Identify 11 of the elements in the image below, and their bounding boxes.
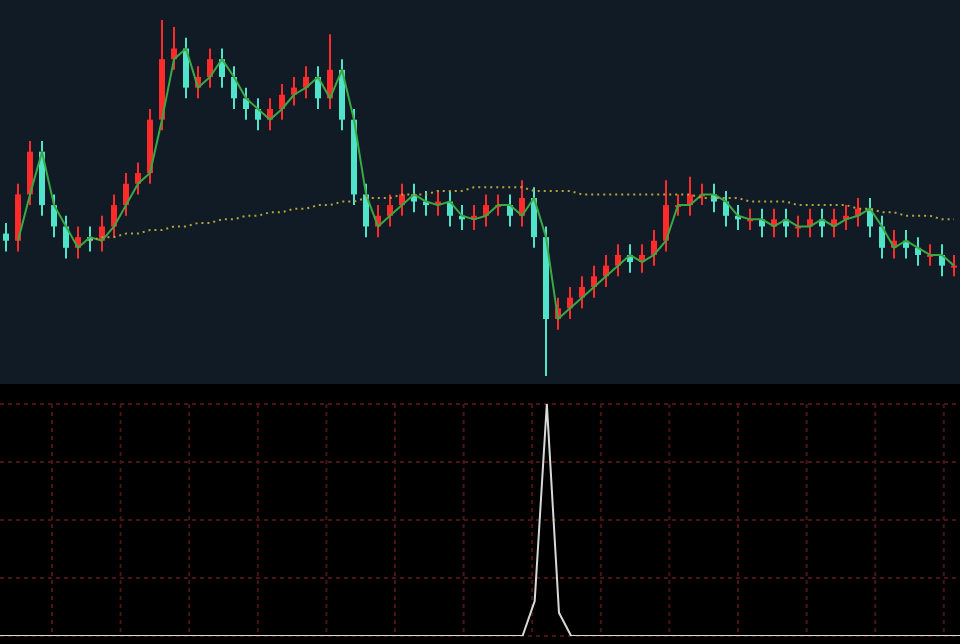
- candlestick: [879, 214, 885, 260]
- candlestick: [15, 182, 21, 253]
- candlestick: [3, 221, 9, 253]
- candlestick: [27, 140, 33, 207]
- candlestick: [183, 36, 189, 100]
- candlestick: [951, 253, 957, 278]
- candlestick: [171, 26, 177, 71]
- candlestick: [207, 47, 213, 89]
- candlestick: [663, 179, 669, 253]
- candlestick: [111, 193, 117, 239]
- candlestick: [63, 214, 69, 260]
